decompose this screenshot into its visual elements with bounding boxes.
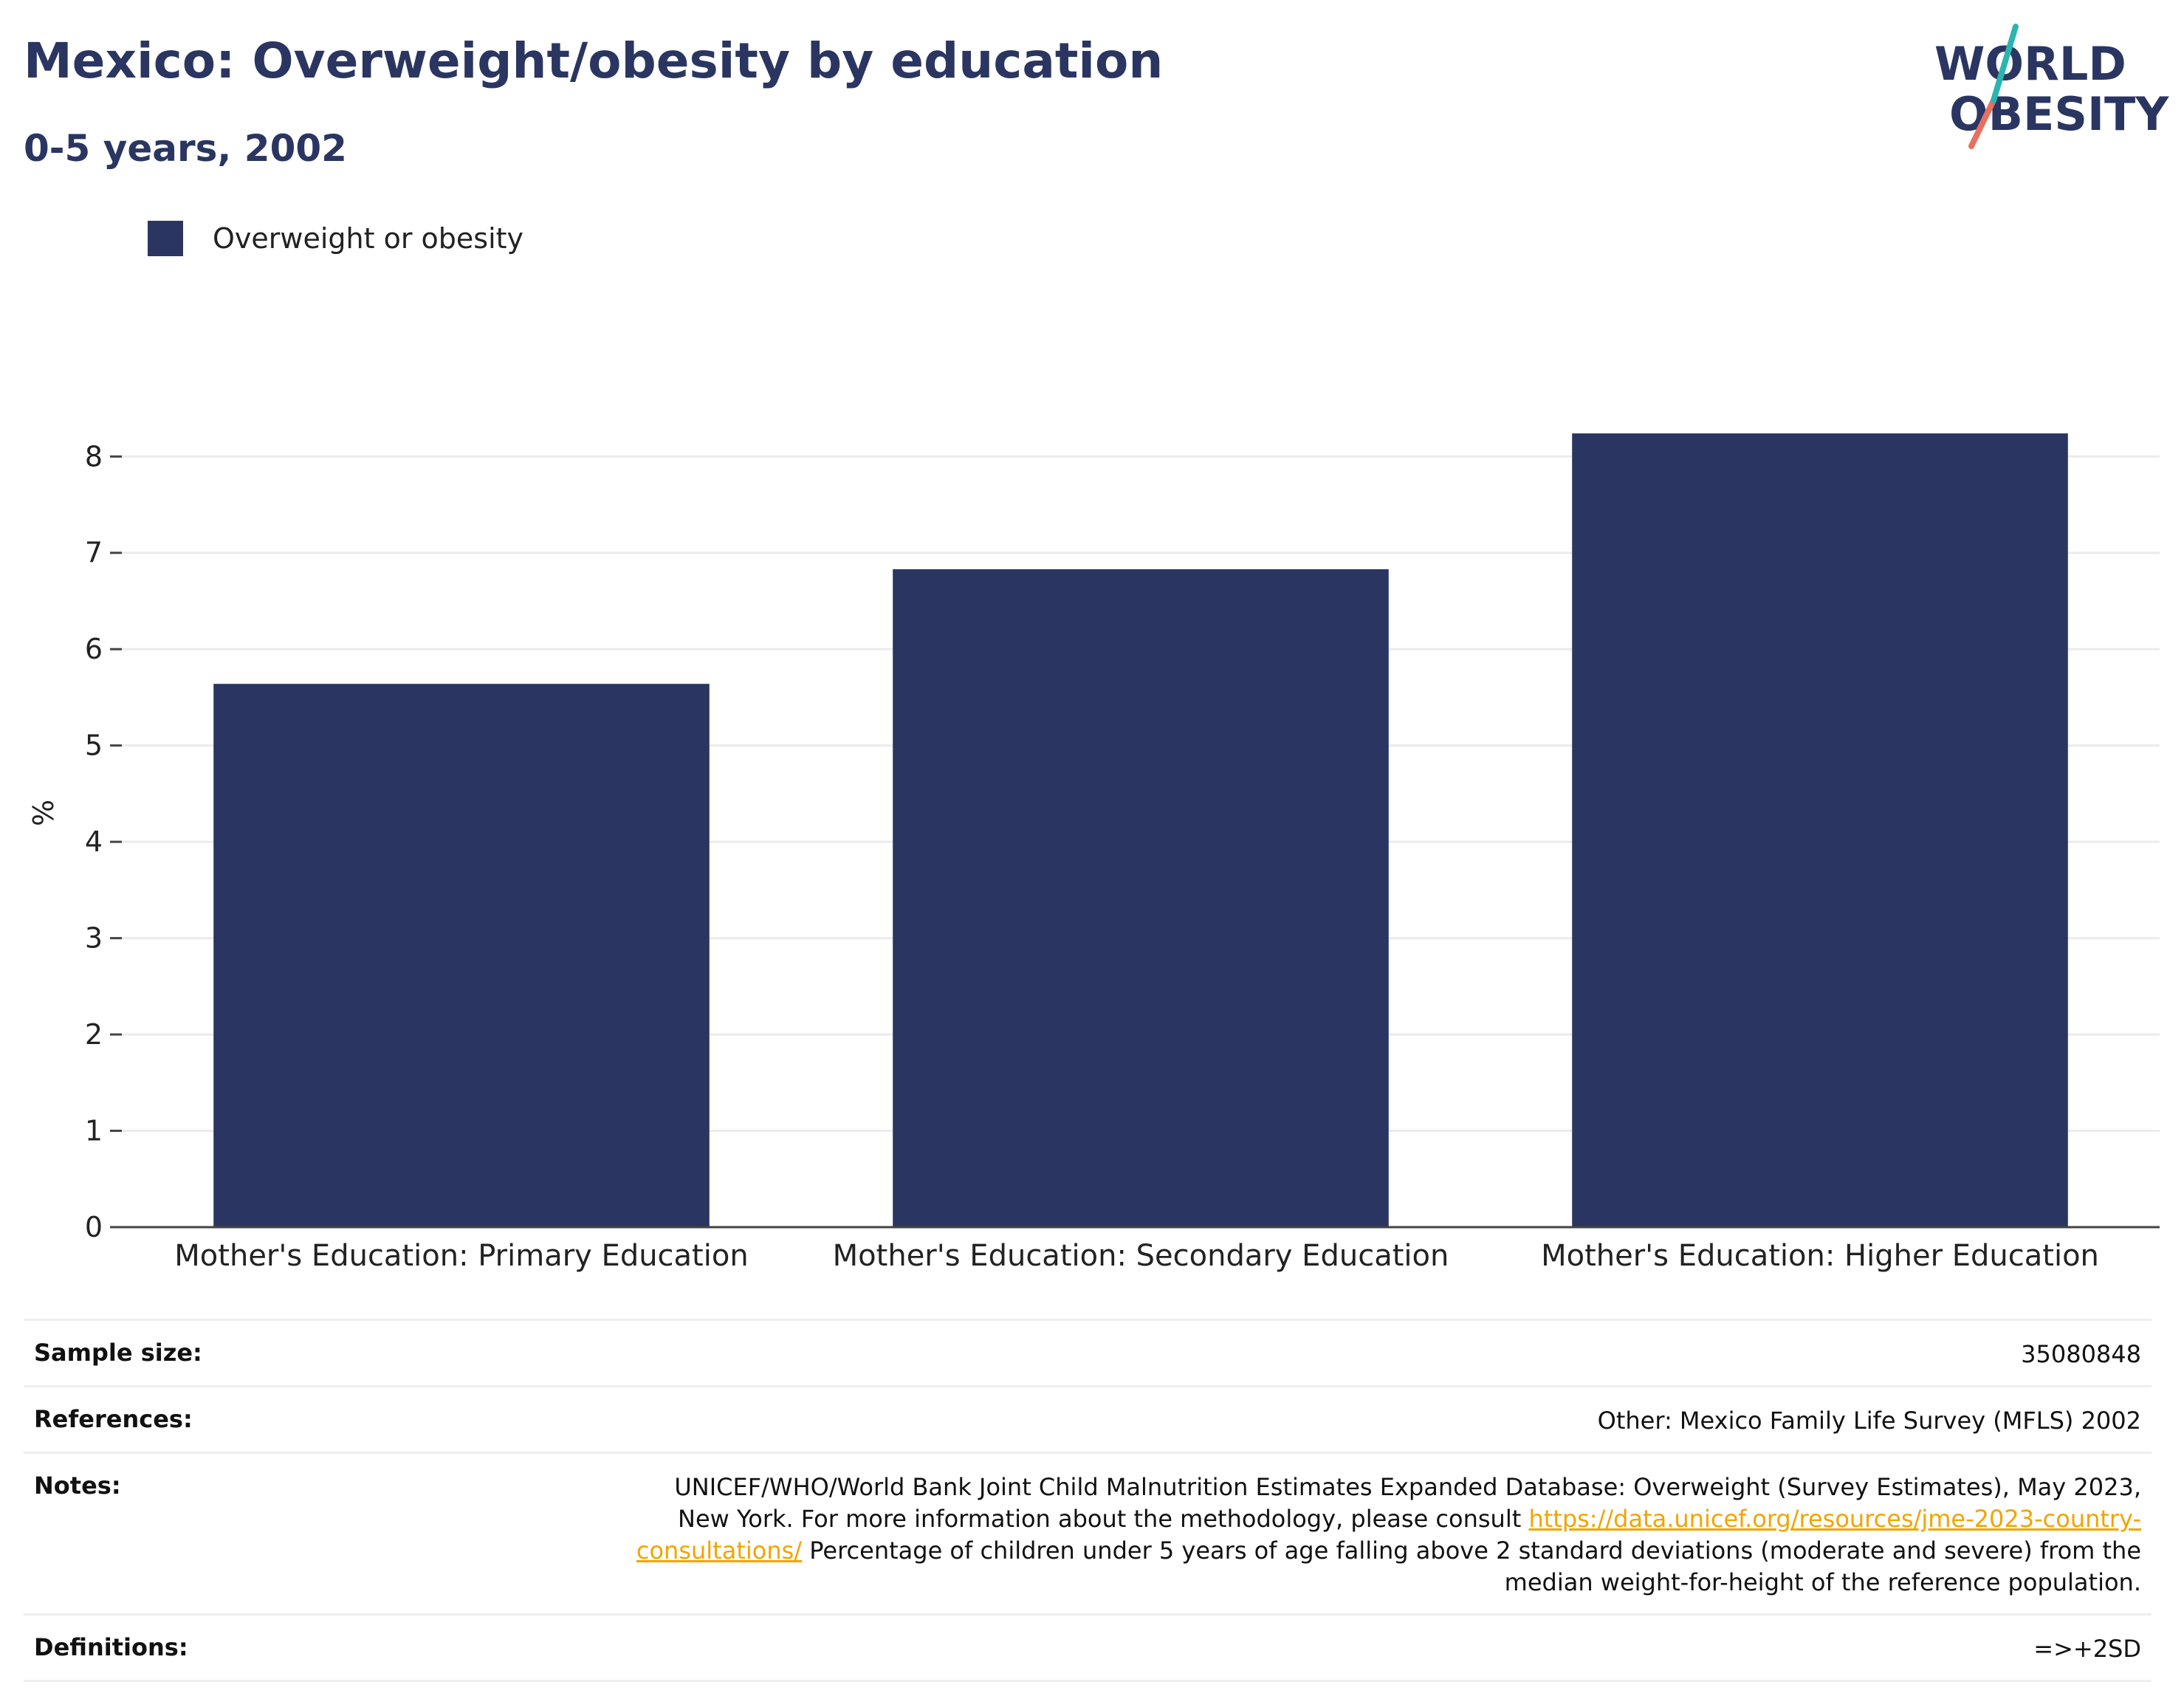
definitions-value: =>+2SD <box>2033 1635 2141 1663</box>
y-tick-label: 6 <box>85 633 103 665</box>
definitions-label: Definitions: <box>34 1633 188 1661</box>
y-tick-label: 3 <box>85 922 103 955</box>
page-title: Mexico: Overweight/obesity by education <box>24 32 1164 89</box>
legend-label: Overweight or obesity <box>213 222 524 255</box>
sample-size-value: 35080848 <box>2021 1340 2141 1368</box>
notes-value: UNICEF/WHO/World Bank Joint Child Malnut… <box>628 1472 2141 1599</box>
world-obesity-logo: WORLD OBESITY <box>1934 24 2169 149</box>
bar <box>1572 433 2068 1227</box>
notes-label: Notes: <box>34 1472 121 1500</box>
notes-row: Notes: UNICEF/WHO/World Bank Joint Child… <box>24 1452 2152 1613</box>
y-tick-label: 8 <box>85 440 103 473</box>
definitions-row: Definitions: =>+2SD <box>24 1613 2152 1682</box>
references-row: References: Other: Mexico Family Life Su… <box>24 1385 2152 1452</box>
references-label: References: <box>34 1405 193 1433</box>
bar <box>213 684 710 1227</box>
x-tick-label: Mother's Education: Higher Education <box>1541 1239 2099 1273</box>
y-tick-label: 0 <box>85 1211 103 1243</box>
y-tick-label: 5 <box>85 729 103 762</box>
logo-slash-teal <box>1991 24 2019 103</box>
page-subtitle: 0-5 years, 2002 <box>24 127 347 170</box>
y-tick-label: 2 <box>85 1018 103 1051</box>
legend-swatch <box>148 221 183 256</box>
bar-chart: 0 1 2 3 4 5 6 7 8% Mother's Education: Primary Ed… <box>27 433 2160 1273</box>
info-table: Sample size: 35080848 References: Other:… <box>24 1319 2152 1682</box>
references-value: Other: Mexico Family Life Survey (MFLS) … <box>1597 1407 2141 1435</box>
y-tick-label: 7 <box>85 537 103 569</box>
x-tick-label: Mother's Education: Primary Education <box>174 1239 748 1273</box>
logo-line1: WORLD <box>1934 37 2126 91</box>
y-axis-label: % <box>27 800 60 826</box>
x-tick-label: Mother's Education: Secondary Education <box>833 1239 1449 1273</box>
legend: Overweight or obesity <box>148 220 523 257</box>
notes-link[interactable]: https://data.unicef.org/resources/jme-20… <box>636 1505 2141 1565</box>
y-tick-label: 4 <box>85 825 103 858</box>
bar <box>893 569 1389 1227</box>
logo-slash-coral <box>1968 97 1996 149</box>
y-tick-label: 1 <box>85 1115 103 1147</box>
notes-text-before: UNICEF/WHO/World Bank Joint Child Malnut… <box>674 1473 2141 1533</box>
sample-size-row: Sample size: 35080848 <box>24 1319 2152 1385</box>
notes-text-after: Percentage of children under 5 years of … <box>802 1537 2141 1596</box>
sample-size-label: Sample size: <box>34 1339 202 1367</box>
